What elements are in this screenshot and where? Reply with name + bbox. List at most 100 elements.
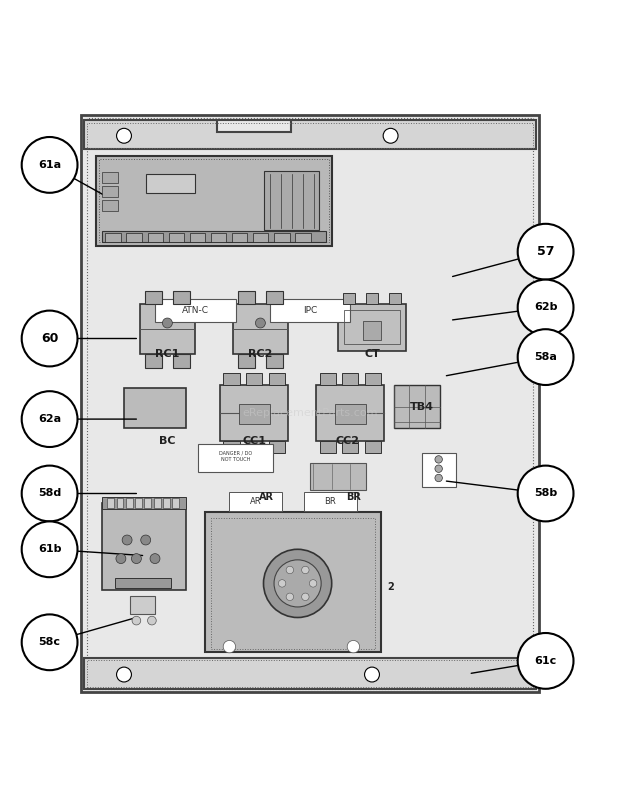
FancyBboxPatch shape	[269, 441, 285, 453]
FancyBboxPatch shape	[102, 231, 326, 243]
Circle shape	[301, 593, 309, 601]
FancyBboxPatch shape	[304, 493, 356, 511]
FancyBboxPatch shape	[172, 354, 190, 368]
FancyBboxPatch shape	[172, 498, 179, 509]
FancyBboxPatch shape	[232, 304, 288, 354]
FancyBboxPatch shape	[232, 233, 247, 242]
Circle shape	[365, 667, 379, 682]
FancyBboxPatch shape	[84, 119, 536, 150]
Circle shape	[255, 318, 265, 328]
Text: 58c: 58c	[38, 638, 61, 647]
Text: 61a: 61a	[38, 160, 61, 170]
Circle shape	[301, 566, 309, 574]
FancyBboxPatch shape	[365, 372, 381, 385]
FancyBboxPatch shape	[365, 441, 381, 453]
Circle shape	[286, 593, 294, 601]
FancyBboxPatch shape	[115, 578, 171, 589]
Text: 58d: 58d	[38, 489, 61, 498]
FancyBboxPatch shape	[295, 233, 311, 242]
FancyBboxPatch shape	[163, 498, 170, 509]
FancyBboxPatch shape	[274, 233, 290, 242]
FancyBboxPatch shape	[338, 304, 406, 351]
FancyBboxPatch shape	[237, 354, 255, 368]
Text: BR: BR	[346, 492, 361, 501]
Circle shape	[347, 641, 360, 653]
Circle shape	[274, 560, 321, 607]
Circle shape	[309, 580, 317, 587]
Text: 62a: 62a	[38, 414, 61, 424]
Text: 58a: 58a	[534, 352, 557, 362]
FancyBboxPatch shape	[96, 155, 332, 245]
Text: 60: 60	[41, 332, 58, 345]
Circle shape	[162, 318, 172, 328]
Circle shape	[286, 566, 294, 574]
FancyBboxPatch shape	[172, 291, 190, 304]
FancyBboxPatch shape	[102, 497, 186, 509]
Text: RC2: RC2	[248, 349, 273, 359]
FancyBboxPatch shape	[394, 385, 440, 429]
FancyBboxPatch shape	[124, 388, 186, 429]
FancyBboxPatch shape	[146, 174, 195, 193]
Circle shape	[22, 311, 78, 366]
FancyBboxPatch shape	[169, 233, 184, 242]
Text: DANGER / DO
NOT TOUCH: DANGER / DO NOT TOUCH	[219, 451, 252, 461]
FancyBboxPatch shape	[190, 233, 205, 242]
Circle shape	[518, 633, 574, 689]
FancyBboxPatch shape	[144, 498, 151, 509]
FancyBboxPatch shape	[117, 498, 123, 509]
Circle shape	[117, 128, 131, 143]
FancyBboxPatch shape	[102, 200, 118, 211]
Circle shape	[22, 465, 78, 521]
FancyBboxPatch shape	[217, 119, 291, 132]
Circle shape	[22, 391, 78, 447]
FancyBboxPatch shape	[266, 291, 283, 304]
Text: 2: 2	[388, 582, 394, 591]
FancyBboxPatch shape	[145, 354, 162, 368]
Text: CC2: CC2	[335, 436, 359, 446]
FancyBboxPatch shape	[198, 444, 273, 472]
Circle shape	[435, 456, 443, 463]
FancyBboxPatch shape	[102, 503, 186, 590]
Text: CC1: CC1	[242, 436, 266, 446]
FancyBboxPatch shape	[266, 354, 283, 368]
FancyBboxPatch shape	[135, 498, 142, 509]
Circle shape	[117, 667, 131, 682]
Circle shape	[383, 128, 398, 143]
FancyBboxPatch shape	[130, 596, 155, 614]
FancyBboxPatch shape	[422, 453, 456, 487]
Circle shape	[22, 137, 78, 193]
FancyBboxPatch shape	[237, 291, 255, 304]
FancyBboxPatch shape	[270, 300, 350, 322]
FancyBboxPatch shape	[148, 233, 163, 242]
FancyBboxPatch shape	[264, 171, 319, 230]
Text: CT: CT	[364, 349, 380, 359]
FancyBboxPatch shape	[342, 441, 358, 453]
FancyBboxPatch shape	[81, 115, 539, 692]
FancyBboxPatch shape	[229, 493, 282, 511]
Text: BC: BC	[159, 436, 175, 446]
Text: 57: 57	[537, 245, 554, 258]
Text: AR: AR	[250, 497, 262, 506]
FancyBboxPatch shape	[253, 233, 268, 242]
FancyBboxPatch shape	[102, 171, 118, 183]
Circle shape	[141, 535, 151, 545]
FancyBboxPatch shape	[319, 372, 335, 385]
Circle shape	[518, 329, 574, 385]
Text: RC1: RC1	[155, 349, 180, 359]
Text: 61c: 61c	[534, 656, 557, 666]
Circle shape	[518, 280, 574, 336]
FancyBboxPatch shape	[154, 498, 161, 509]
FancyBboxPatch shape	[223, 372, 239, 385]
FancyBboxPatch shape	[211, 233, 226, 242]
Text: 62b: 62b	[534, 303, 557, 312]
FancyBboxPatch shape	[246, 372, 262, 385]
Circle shape	[132, 616, 141, 625]
Text: 58b: 58b	[534, 489, 557, 498]
FancyBboxPatch shape	[316, 385, 384, 441]
Circle shape	[223, 641, 236, 653]
Circle shape	[518, 223, 574, 280]
FancyBboxPatch shape	[246, 441, 262, 453]
Circle shape	[116, 553, 126, 564]
FancyBboxPatch shape	[343, 293, 355, 304]
FancyBboxPatch shape	[107, 498, 114, 509]
